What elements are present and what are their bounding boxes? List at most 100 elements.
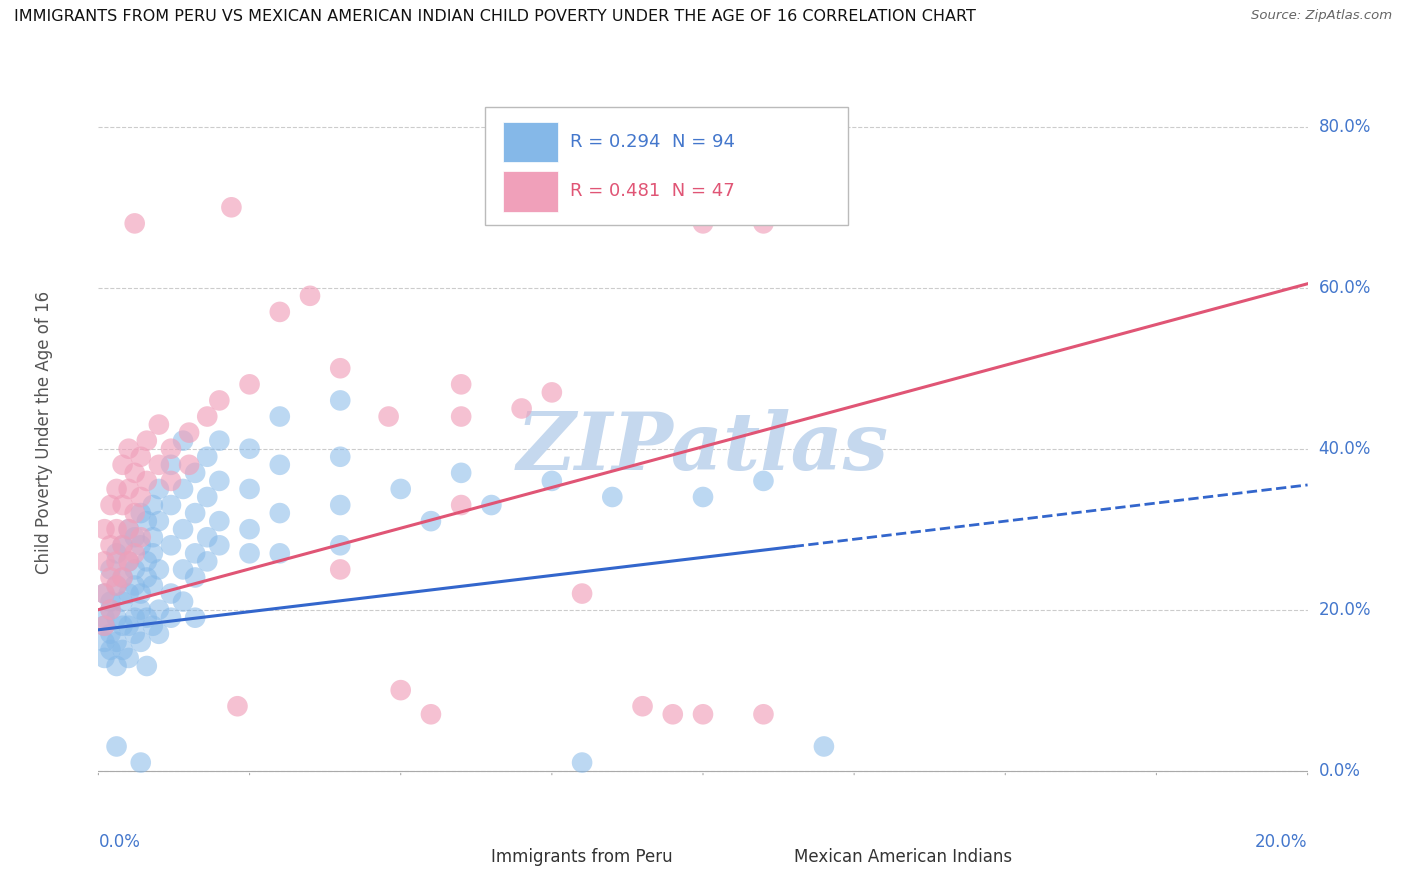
Point	[160, 442, 183, 456]
Point	[208, 474, 231, 488]
Point	[450, 377, 472, 392]
FancyBboxPatch shape	[503, 171, 558, 212]
Point	[129, 506, 152, 520]
Point	[111, 458, 134, 472]
Point	[129, 635, 152, 649]
Point	[129, 538, 152, 552]
Point	[118, 482, 141, 496]
Point	[93, 610, 115, 624]
Point	[269, 506, 291, 520]
Text: Source: ZipAtlas.com: Source: ZipAtlas.com	[1251, 9, 1392, 22]
Point	[179, 425, 201, 440]
Point	[118, 554, 141, 568]
Point	[269, 305, 291, 319]
Text: 20.0%: 20.0%	[1256, 833, 1308, 851]
Point	[148, 562, 170, 576]
Point	[239, 442, 262, 456]
Point	[105, 578, 128, 592]
Point	[208, 538, 231, 552]
Point	[135, 659, 157, 673]
Point	[148, 627, 170, 641]
Point	[100, 594, 122, 608]
Point	[118, 522, 141, 536]
Point	[752, 216, 775, 230]
Point	[100, 562, 122, 576]
Point	[93, 522, 115, 536]
Point	[111, 498, 134, 512]
Point	[129, 586, 152, 600]
Point	[124, 562, 146, 576]
Point	[100, 627, 122, 641]
Text: 80.0%: 80.0%	[1319, 118, 1371, 136]
Point	[100, 498, 122, 512]
Point	[377, 409, 399, 424]
Text: R = 0.481  N = 47: R = 0.481 N = 47	[569, 182, 735, 201]
Point	[135, 570, 157, 584]
Point	[602, 490, 624, 504]
Point	[135, 434, 157, 448]
Point	[135, 554, 157, 568]
Point	[118, 619, 141, 633]
Point	[195, 450, 218, 464]
Point	[111, 538, 134, 552]
Point	[269, 409, 291, 424]
Point	[105, 546, 128, 560]
Point	[208, 393, 231, 408]
Point	[184, 570, 207, 584]
Point	[111, 619, 134, 633]
Point	[389, 482, 412, 496]
Point	[105, 578, 128, 592]
Point	[135, 610, 157, 624]
Point	[208, 514, 231, 528]
Point	[160, 610, 183, 624]
Point	[124, 506, 146, 520]
Point	[160, 498, 183, 512]
Point	[135, 474, 157, 488]
Point	[129, 490, 152, 504]
FancyBboxPatch shape	[485, 107, 848, 226]
Text: 0.0%: 0.0%	[98, 833, 141, 851]
Point	[195, 490, 218, 504]
Text: 40.0%: 40.0%	[1319, 440, 1371, 458]
Point	[93, 554, 115, 568]
Point	[105, 635, 128, 649]
Point	[124, 627, 146, 641]
Point	[195, 530, 218, 544]
Text: 20.0%: 20.0%	[1319, 600, 1371, 619]
Point	[118, 651, 141, 665]
Point	[124, 530, 146, 544]
Point	[111, 570, 134, 584]
Point	[179, 458, 201, 472]
Point	[184, 466, 207, 480]
Point	[93, 586, 115, 600]
FancyBboxPatch shape	[437, 843, 482, 871]
Point	[269, 546, 291, 560]
Text: 0.0%: 0.0%	[1319, 762, 1361, 780]
Point	[752, 707, 775, 722]
Point	[124, 610, 146, 624]
Point	[142, 530, 165, 544]
Point	[329, 562, 352, 576]
Text: 60.0%: 60.0%	[1319, 279, 1371, 297]
Point	[93, 635, 115, 649]
Point	[329, 393, 352, 408]
Point	[221, 200, 243, 214]
Point	[420, 514, 443, 528]
FancyBboxPatch shape	[503, 121, 558, 162]
Text: Mexican American Indians: Mexican American Indians	[793, 848, 1012, 866]
Point	[692, 216, 714, 230]
Point	[329, 538, 352, 552]
Point	[100, 538, 122, 552]
Point	[540, 385, 562, 400]
Point	[93, 619, 115, 633]
Point	[450, 498, 472, 512]
Point	[540, 474, 562, 488]
Text: Immigrants from Peru: Immigrants from Peru	[492, 848, 673, 866]
Point	[172, 594, 194, 608]
Point	[160, 586, 183, 600]
Point	[105, 659, 128, 673]
Point	[129, 530, 152, 544]
Point	[571, 586, 593, 600]
Point	[118, 522, 141, 536]
Point	[105, 522, 128, 536]
